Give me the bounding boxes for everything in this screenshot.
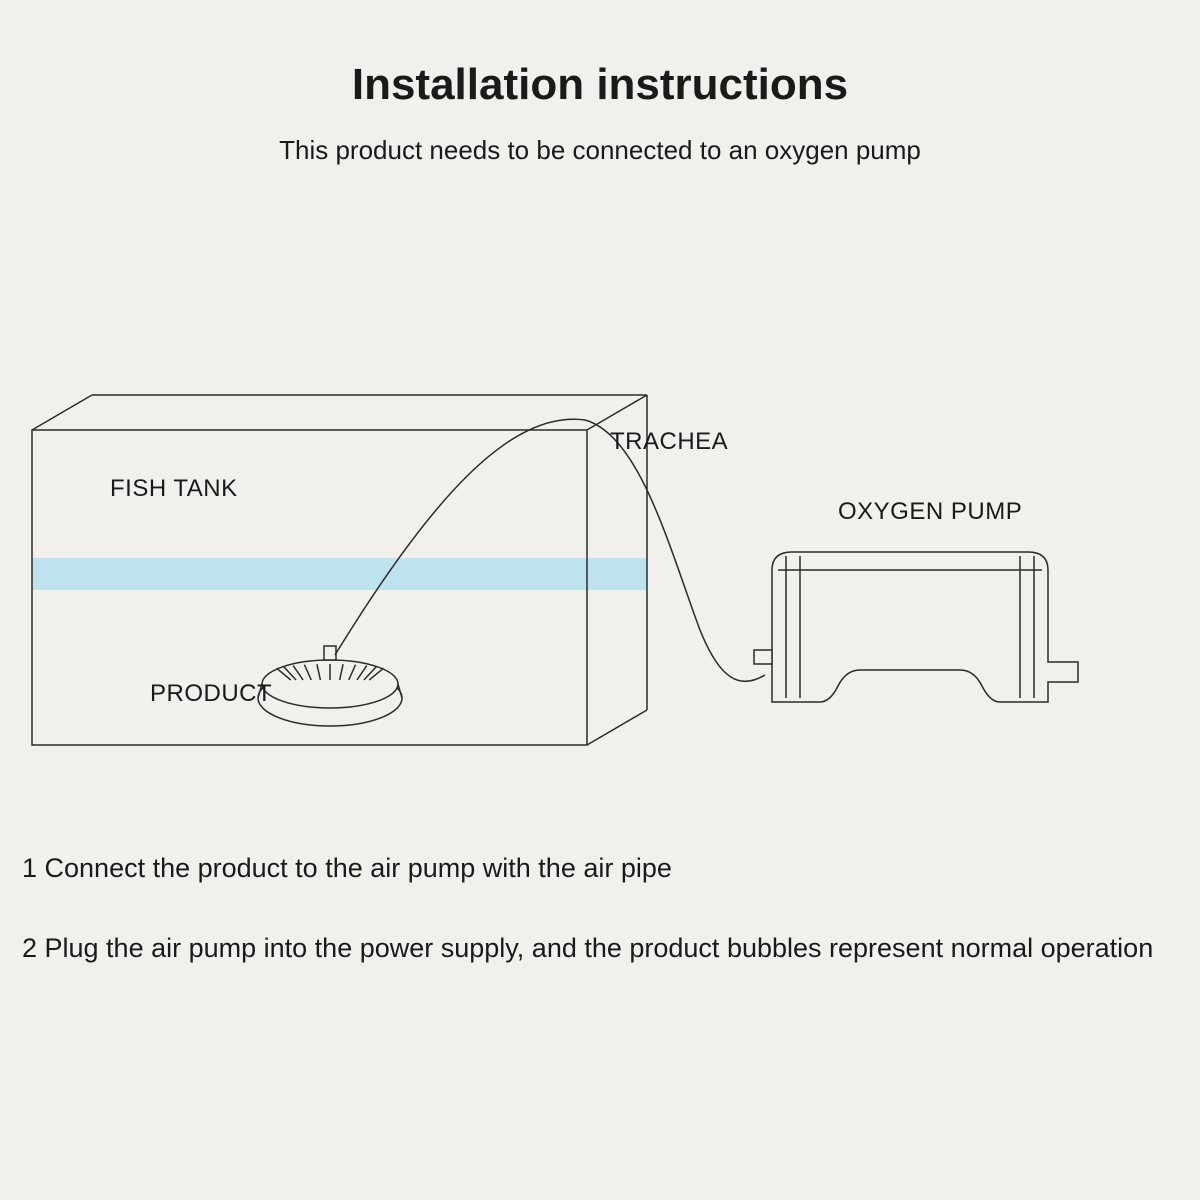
label-trachea: TRACHEA (610, 428, 728, 456)
installation-diagram: FISH TANK PRODUCT TRACHEA OXYGEN PUMP (30, 380, 1170, 750)
label-fish-tank: FISH TANK (110, 475, 238, 503)
page-subtitle: This product needs to be connected to an… (0, 135, 1200, 166)
label-oxygen-pump: OXYGEN PUMP (838, 498, 1022, 526)
label-product: PRODUCT (150, 680, 272, 708)
steps-list: 1 Connect the product to the air pump wi… (22, 850, 1160, 1011)
page-title: Installation instructions (0, 60, 1200, 110)
step-1: 1 Connect the product to the air pump wi… (22, 850, 1160, 886)
step-2: 2 Plug the air pump into the power suppl… (22, 930, 1160, 966)
